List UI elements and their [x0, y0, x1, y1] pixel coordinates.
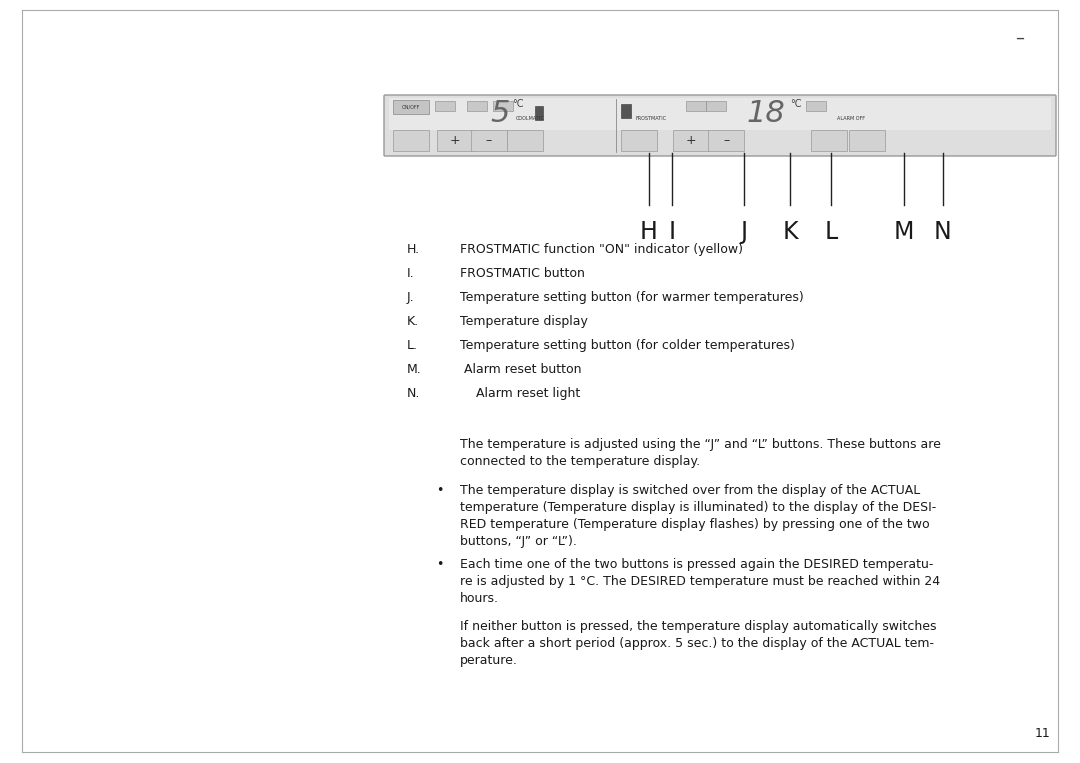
- Text: J: J: [741, 220, 747, 244]
- Bar: [849, 130, 886, 151]
- Bar: [621, 104, 631, 118]
- Bar: [471, 130, 507, 151]
- Bar: [686, 101, 706, 111]
- Bar: [806, 101, 826, 111]
- Bar: [535, 106, 543, 120]
- Text: COOLMATIC: COOLMATIC: [515, 115, 544, 121]
- Text: FROSTMATIC function "ON" indicator (yellow): FROSTMATIC function "ON" indicator (yell…: [460, 243, 743, 256]
- Bar: [393, 130, 429, 151]
- Text: Temperature display: Temperature display: [460, 315, 588, 328]
- Bar: [435, 101, 455, 111]
- Bar: [706, 101, 726, 111]
- Text: L: L: [824, 220, 838, 244]
- Text: N.: N.: [407, 387, 420, 400]
- Bar: [393, 100, 429, 114]
- Text: ON/OFF: ON/OFF: [402, 105, 420, 110]
- Text: J.: J.: [407, 291, 415, 304]
- Bar: [507, 130, 543, 151]
- Text: Alarm reset button: Alarm reset button: [460, 363, 581, 376]
- Bar: [673, 130, 710, 151]
- Text: K: K: [782, 220, 798, 244]
- Text: I: I: [669, 220, 676, 244]
- Bar: [389, 98, 1051, 130]
- Text: K.: K.: [407, 315, 419, 328]
- Text: Temperature setting button (for colder temperatures): Temperature setting button (for colder t…: [460, 339, 795, 352]
- Text: FROSTMATIC button: FROSTMATIC button: [460, 267, 585, 280]
- Text: M.: M.: [407, 363, 422, 376]
- Text: °C: °C: [791, 99, 801, 109]
- Text: M: M: [894, 220, 914, 244]
- Text: ALARM OFF: ALARM OFF: [837, 115, 865, 121]
- Text: Temperature setting button (for warmer temperatures): Temperature setting button (for warmer t…: [460, 291, 804, 304]
- Text: The temperature display is switched over from the display of the ACTUAL
temperat: The temperature display is switched over…: [460, 484, 936, 548]
- Text: Each time one of the two buttons is pressed again the DESIRED temperatu-
re is a: Each time one of the two buttons is pres…: [460, 558, 940, 605]
- Bar: [708, 130, 744, 151]
- Text: –: –: [1015, 29, 1025, 47]
- Text: H.: H.: [407, 243, 420, 256]
- Text: •: •: [436, 558, 444, 571]
- Text: FROSTMATIC: FROSTMATIC: [636, 115, 666, 121]
- Text: The temperature is adjusted using the “J” and “L” buttons. These buttons are
con: The temperature is adjusted using the “J…: [460, 438, 941, 468]
- Bar: [437, 130, 473, 151]
- Text: N: N: [934, 220, 951, 244]
- Text: +: +: [449, 134, 460, 147]
- Text: °C: °C: [512, 99, 524, 109]
- FancyBboxPatch shape: [384, 95, 1056, 156]
- Text: H: H: [640, 220, 658, 244]
- Text: 11: 11: [1035, 727, 1050, 740]
- Text: •: •: [436, 484, 444, 497]
- Text: 18: 18: [746, 99, 785, 128]
- Bar: [811, 130, 847, 151]
- Text: 5: 5: [490, 99, 510, 128]
- Bar: [621, 130, 657, 151]
- Text: L.: L.: [407, 339, 418, 352]
- Text: Alarm reset light: Alarm reset light: [460, 387, 580, 400]
- Text: +: +: [686, 134, 697, 147]
- Text: –: –: [723, 134, 729, 147]
- Text: If neither button is pressed, the temperature display automatically switches
bac: If neither button is pressed, the temper…: [460, 620, 936, 667]
- Bar: [467, 101, 487, 111]
- Text: –: –: [486, 134, 492, 147]
- Text: I.: I.: [407, 267, 415, 280]
- Bar: [492, 101, 513, 111]
